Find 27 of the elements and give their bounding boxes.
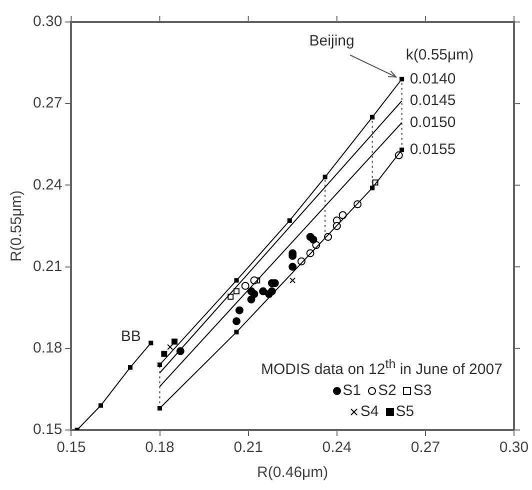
x-tick-label: 0.24 xyxy=(322,439,352,456)
y-tick-label: 0.27 xyxy=(32,94,62,112)
y-tick-label: 0.30 xyxy=(32,13,62,30)
series-label: 0.0150 xyxy=(410,114,456,131)
legend-label: S5 xyxy=(396,403,414,420)
y-tick-label: 0.15 xyxy=(32,421,62,438)
legend-label: S4 xyxy=(360,403,379,420)
legend-title: MODIS data on 12$^{th}$ in June of 2007 xyxy=(261,356,502,380)
x-tick-label: 0.21 xyxy=(234,439,263,456)
legend-label: S1 xyxy=(342,382,362,399)
x-tick-label: 0.30 xyxy=(499,439,529,456)
y-tick-label: 0.18 xyxy=(32,340,62,357)
annotation: Beijing xyxy=(309,32,354,50)
y-tick-label: 0.24 xyxy=(32,176,62,194)
y-axis-title: R(0.55μm) xyxy=(8,190,26,262)
x-tick-label: 0.18 xyxy=(145,439,174,456)
series-label: BB xyxy=(120,328,141,346)
series-label: 0.0145 xyxy=(410,92,456,110)
series-label: 0.0155 xyxy=(410,140,456,158)
annotation: k(0.55μm) xyxy=(406,46,474,64)
legend-label: S3 xyxy=(413,382,432,399)
legend-label: S2 xyxy=(378,382,396,399)
y-tick-label: 0.21 xyxy=(32,258,62,275)
x-axis-title: R(0.46μm) xyxy=(257,464,328,482)
x-tick-label: 0.27 xyxy=(410,439,440,456)
x-tick-label: 0.15 xyxy=(56,439,86,456)
series-label: 0.0140 xyxy=(410,70,456,88)
